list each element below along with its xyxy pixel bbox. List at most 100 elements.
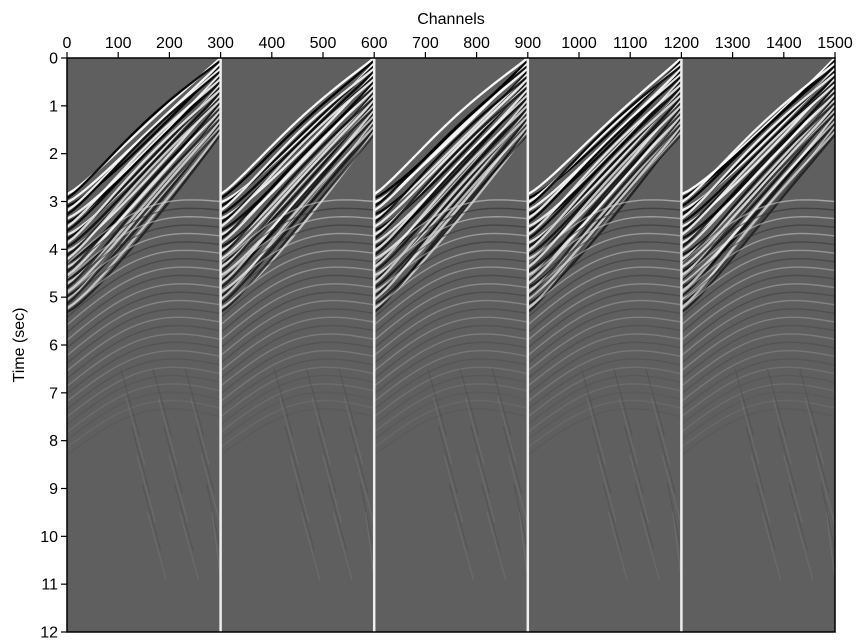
noise-train	[279, 397, 299, 465]
weak-event	[67, 358, 221, 410]
reflection-event	[527, 93, 683, 253]
weak-event	[67, 215, 221, 280]
reflection-event	[527, 133, 683, 314]
noise-train	[591, 426, 612, 494]
y-tick-label: 10	[40, 529, 58, 546]
reflection-event	[219, 128, 376, 306]
weak-event	[373, 232, 528, 295]
noise-train	[284, 426, 305, 494]
weak-event	[373, 266, 528, 326]
reflection-event	[67, 78, 222, 228]
weak-event	[527, 274, 682, 334]
weak-event	[527, 358, 682, 410]
noise-train	[206, 483, 222, 551]
weak-event	[220, 408, 375, 456]
reflection-event	[67, 109, 222, 277]
reflection-event	[219, 88, 375, 245]
weak-event	[220, 316, 375, 372]
noise-train	[756, 483, 776, 551]
reflection-event	[373, 75, 529, 224]
weak-event	[680, 358, 835, 410]
weak-event	[67, 316, 221, 372]
reflection-event	[527, 115, 683, 285]
weak-event	[680, 283, 835, 341]
noise-train	[168, 454, 189, 523]
weak-event	[527, 399, 682, 448]
y-tick-label: 3	[49, 194, 58, 211]
weak-event	[680, 257, 835, 318]
panel-events	[680, 58, 835, 580]
weak-event	[220, 215, 375, 280]
reflection-event	[67, 99, 222, 261]
reflection-event	[680, 72, 835, 220]
weak-event	[680, 391, 835, 441]
weak-event	[680, 341, 835, 395]
weak-event	[373, 308, 528, 364]
noise-train	[597, 454, 617, 523]
x-tick-label: 900	[514, 35, 541, 52]
reflection-event	[373, 65, 529, 208]
weak-event	[527, 349, 682, 402]
weak-event	[67, 308, 221, 364]
weak-event	[67, 283, 221, 341]
weak-event	[67, 408, 221, 456]
reflection-event	[373, 96, 529, 257]
reflection-event	[680, 75, 835, 224]
weak-event	[680, 316, 835, 372]
x-tick-label: 600	[361, 35, 388, 52]
weak-event	[527, 207, 682, 272]
reflection-event	[219, 59, 375, 200]
weak-event	[680, 374, 835, 425]
weak-event	[527, 299, 682, 357]
reflection-event	[67, 80, 222, 232]
noise-train	[147, 512, 167, 580]
x-axis-title: Channels	[417, 11, 485, 28]
reflection-event	[373, 86, 529, 240]
weak-event	[220, 249, 375, 311]
reflection-event	[219, 99, 376, 261]
weak-event	[373, 349, 528, 402]
noise-train	[734, 368, 755, 437]
noise-train	[141, 483, 162, 551]
weak-event	[680, 241, 835, 303]
noise-train	[481, 483, 501, 551]
y-tick-label: 5	[49, 290, 58, 307]
reflection-event	[527, 72, 683, 220]
noise-train	[163, 426, 183, 494]
x-tick-label: 200	[156, 35, 183, 52]
reflection-event	[680, 104, 835, 269]
weak-event	[373, 224, 528, 288]
weak-event	[373, 291, 528, 349]
reflection-event	[527, 83, 683, 236]
reflection-event	[373, 107, 529, 273]
weak-event	[373, 366, 528, 418]
noise-train	[316, 426, 337, 494]
y-tick-label: 2	[49, 146, 58, 163]
noise-train	[750, 454, 771, 523]
noise-train	[306, 368, 326, 437]
noise-train	[211, 512, 222, 580]
reflection-event	[67, 133, 222, 314]
reflection-event	[527, 65, 683, 208]
noise-train	[793, 512, 814, 580]
weak-event	[680, 399, 835, 448]
y-axis-title: Time (sec)	[11, 308, 28, 383]
reflection-event	[373, 133, 529, 314]
x-tick-label: 1000	[561, 35, 597, 52]
x-tick-label: 500	[310, 35, 337, 52]
weak-event	[67, 324, 221, 380]
noise-train	[365, 512, 375, 580]
weak-event	[527, 308, 682, 364]
reflection-event	[527, 86, 683, 240]
noise-train	[332, 512, 353, 580]
noise-train	[640, 512, 660, 580]
weak-event	[220, 274, 375, 334]
noise-train	[629, 454, 649, 523]
panel-events	[527, 58, 683, 580]
weak-event	[373, 274, 528, 334]
weak-event	[527, 366, 682, 418]
noise-train	[486, 512, 507, 580]
noise-train	[745, 426, 765, 494]
weak-event	[220, 266, 375, 326]
reflection-event	[67, 70, 222, 216]
